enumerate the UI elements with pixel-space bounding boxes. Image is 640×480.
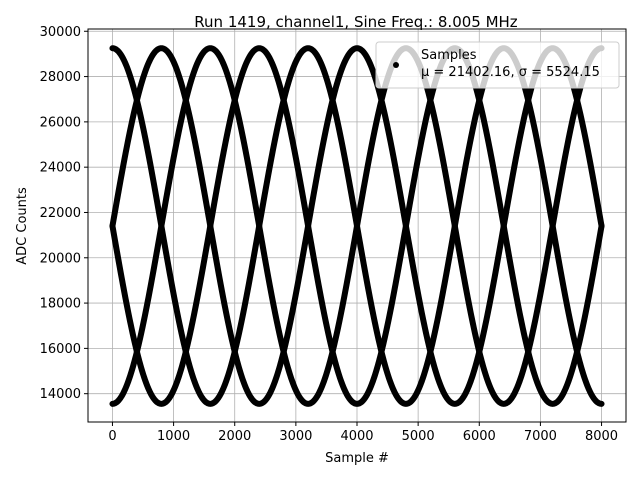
x-tick-label: 6000 <box>463 429 496 444</box>
y-axis: 14000 16000 18000 20000 22000 24000 26000 28000… <box>40 25 88 402</box>
x-tick-label: 0 <box>108 429 116 444</box>
sample-trace-3 <box>109 45 605 407</box>
x-tick-label: 4000 <box>340 429 373 444</box>
y-tick-label: 20000 <box>40 251 81 266</box>
legend: Samples μ = 21402.16, σ = 5524.15 <box>375 41 620 89</box>
y-tick-label: 26000 <box>40 115 81 130</box>
x-tick-label: 2000 <box>218 429 251 444</box>
x-tick-label: 7000 <box>524 429 557 444</box>
y-tick-label: 24000 <box>40 161 81 176</box>
y-tick-label: 16000 <box>40 342 81 357</box>
legend-entry-stats: μ = 21402.16, σ = 5524.15 <box>421 65 600 80</box>
x-tick-label: 1000 <box>157 429 190 444</box>
x-tick-label: 5000 <box>402 429 435 444</box>
legend-box <box>375 41 620 89</box>
sample-trace-4 <box>109 45 605 407</box>
y-tick-label: 22000 <box>40 206 81 221</box>
legend-entry-samples: Samples <box>421 48 477 63</box>
chart-title: Run 1419, channel1, Sine Freq.: 8.005 MH… <box>194 13 518 31</box>
x-axis: 0 1000 2000 3000 4000 5000 6000 7000 8000 <box>108 422 618 444</box>
y-tick-label: 30000 <box>40 25 81 40</box>
legend-marker <box>393 62 399 68</box>
x-tick-label: 8000 <box>585 429 618 444</box>
y-tick-label: 14000 <box>40 387 81 402</box>
x-tick-label: 3000 <box>279 429 312 444</box>
y-axis-label: ADC Counts <box>15 187 30 265</box>
x-axis-label: Sample # <box>325 451 389 466</box>
sample-trace-2 <box>109 45 605 407</box>
y-tick-label: 18000 <box>40 297 81 312</box>
y-tick-label: 28000 <box>40 70 81 85</box>
